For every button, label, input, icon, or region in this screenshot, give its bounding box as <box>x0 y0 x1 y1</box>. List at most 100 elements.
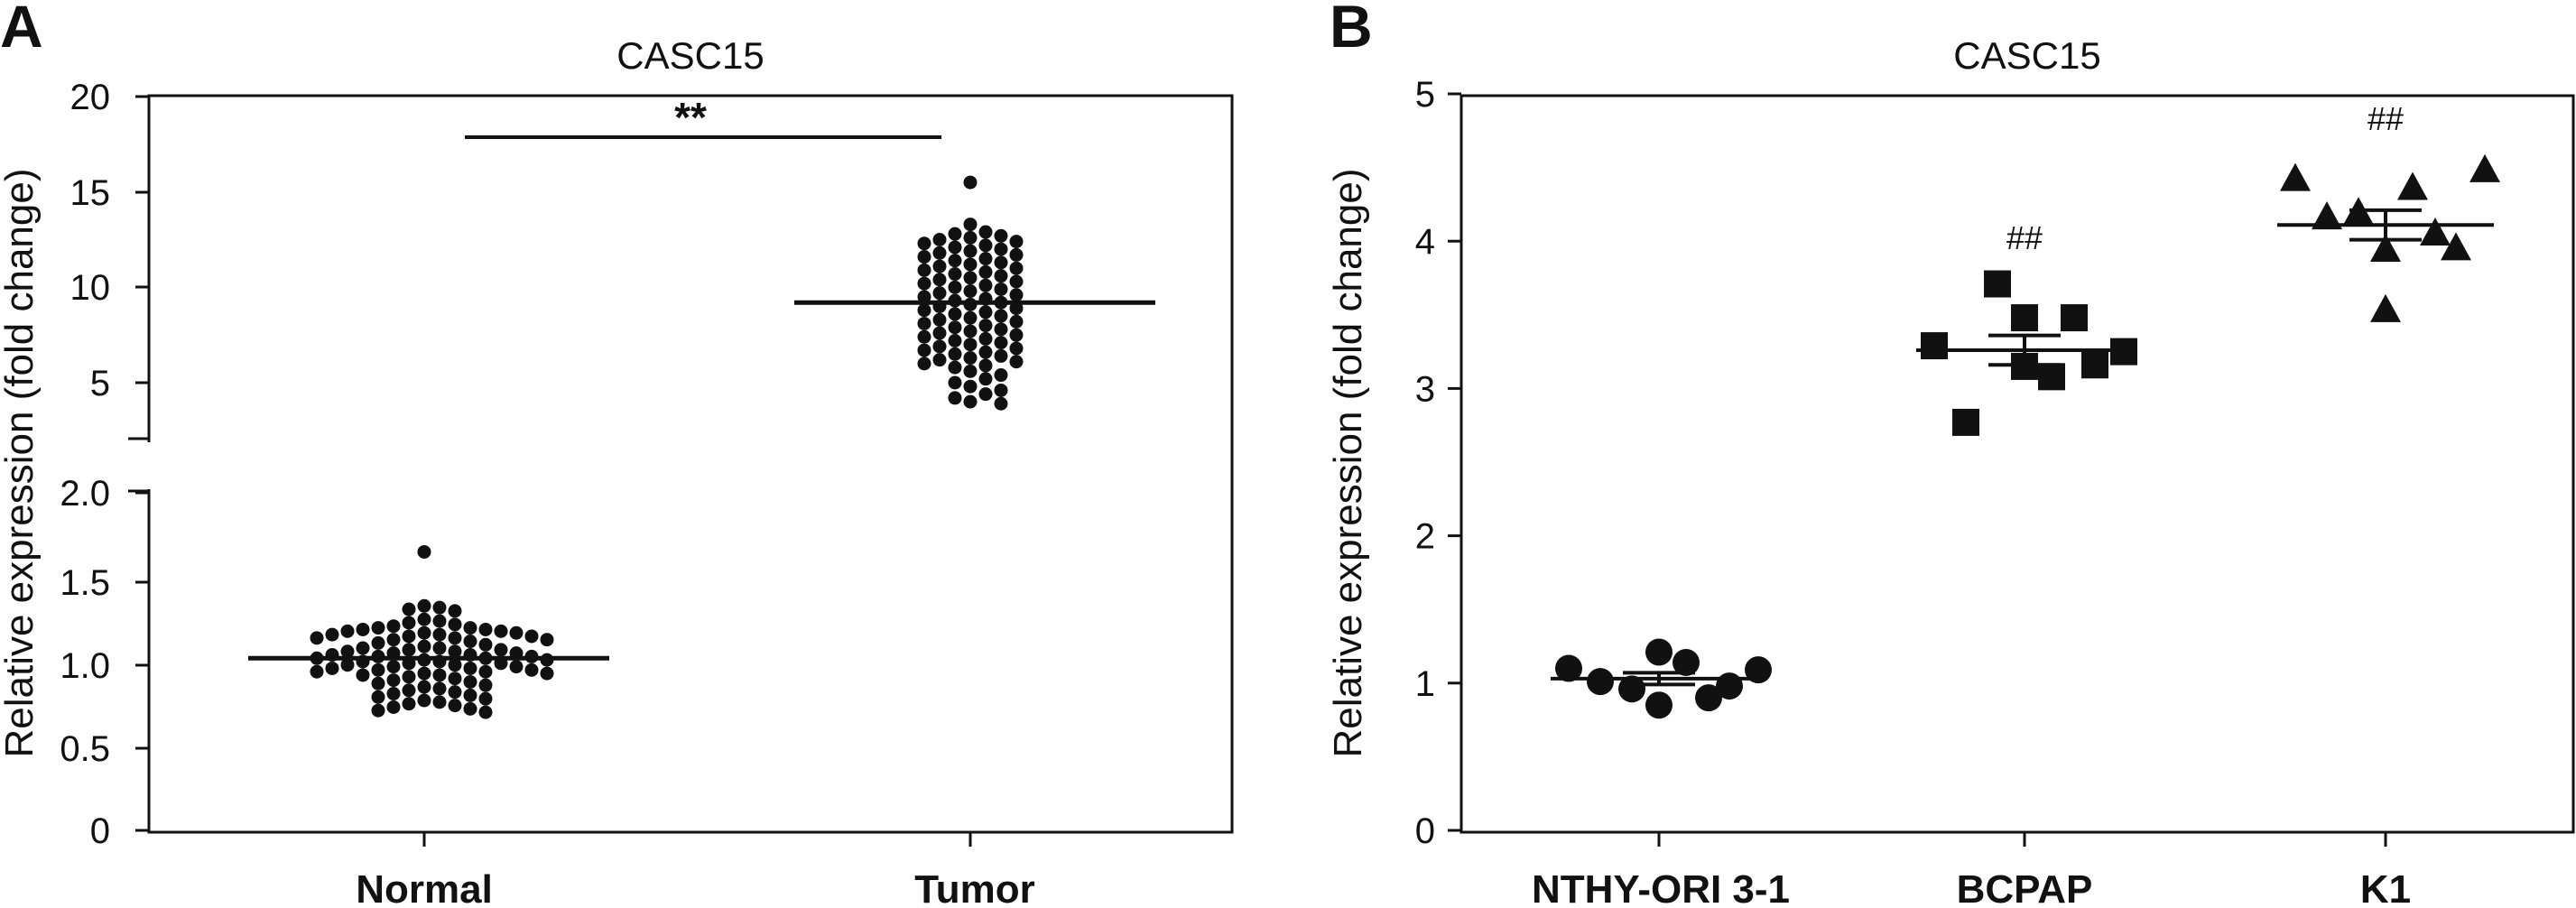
axis-break-mask-a <box>126 442 162 489</box>
data-point-normal <box>402 697 416 711</box>
data-point-normal <box>340 658 355 672</box>
data-point-bcpap <box>2061 304 2088 332</box>
data-point-tumor <box>948 334 962 348</box>
data-point-normal <box>356 668 370 682</box>
data-point-tumor <box>948 307 962 321</box>
data-points-a <box>248 175 1155 719</box>
data-point-k1 <box>2370 233 2401 262</box>
data-point-normal <box>310 664 324 679</box>
data-point-normal <box>524 662 539 677</box>
data-point-tumor <box>932 273 947 287</box>
chart-title-a: CASC15 <box>616 34 764 77</box>
data-point-tumor <box>978 278 993 292</box>
data-point-normal <box>356 622 370 636</box>
data-point-normal <box>432 641 447 655</box>
data-point-normal <box>371 676 385 690</box>
data-point-normal <box>463 635 477 649</box>
plot-frame-b <box>1459 94 2575 834</box>
data-point-nthy-ori-3-1 <box>1555 654 1582 682</box>
data-point-tumor <box>1009 341 1024 356</box>
data-point-tumor <box>963 351 978 366</box>
data-point-bcpap <box>2081 351 2108 379</box>
data-point-normal <box>417 544 431 559</box>
data-point-k1 <box>2441 232 2471 261</box>
data-point-normal <box>509 625 524 640</box>
data-point-normal <box>386 633 401 647</box>
data-point-tumor <box>917 357 931 371</box>
data-point-tumor <box>994 282 1008 296</box>
data-point-normal <box>371 662 385 677</box>
data-point-tumor <box>917 236 931 251</box>
data-point-tumor <box>963 175 978 190</box>
data-point-normal <box>417 598 431 613</box>
data-point-normal <box>448 699 462 713</box>
data-point-tumor <box>932 259 947 273</box>
data-point-k1 <box>2280 162 2311 191</box>
y-tick-label: 0 <box>90 811 110 851</box>
data-point-normal <box>463 674 477 689</box>
y-tick-label: 0.5 <box>60 729 110 769</box>
data-point-tumor <box>963 310 978 325</box>
data-point-normal <box>417 639 431 653</box>
data-point-normal <box>448 658 462 672</box>
data-point-nthy-ori-3-1 <box>1745 656 1772 684</box>
y-tick-label: 3 <box>1415 369 1435 409</box>
data-point-tumor <box>1009 247 1024 262</box>
data-point-normal <box>463 661 477 675</box>
data-point-normal <box>448 617 462 632</box>
data-point-normal <box>402 602 416 616</box>
panel-a: A CASC15 0 0.5 1.0 1.5 2.0 5 10 15 <box>0 0 1234 908</box>
data-point-tumor <box>917 263 931 277</box>
data-points-b <box>1551 153 2500 719</box>
data-point-nthy-ori-3-1 <box>1695 684 1722 712</box>
data-point-bcpap <box>1984 270 2011 298</box>
data-point-normal <box>386 619 401 634</box>
data-point-normal <box>402 670 416 684</box>
data-point-bcpap <box>2038 363 2065 391</box>
data-point-tumor <box>932 326 947 340</box>
data-point-normal <box>371 690 385 704</box>
data-point-normal <box>463 688 477 702</box>
y-tick-label: 1.5 <box>60 563 110 603</box>
data-point-normal <box>448 644 462 659</box>
data-point-normal <box>402 683 416 698</box>
data-point-normal <box>448 631 462 645</box>
data-point-normal <box>478 664 493 679</box>
data-point-tumor <box>932 233 947 246</box>
data-point-tumor <box>948 240 962 255</box>
y-tick-label: 0 <box>1415 811 1435 851</box>
data-point-normal <box>432 668 447 682</box>
data-point-nthy-ori-3-1 <box>1673 648 1700 676</box>
data-point-tumor <box>963 230 978 245</box>
data-point-tumor <box>978 358 993 373</box>
data-point-tumor <box>948 347 962 361</box>
data-point-k1 <box>2397 171 2428 200</box>
data-point-normal <box>371 621 385 635</box>
data-point-tumor <box>948 254 962 268</box>
data-point-normal <box>402 643 416 657</box>
data-point-tumor <box>1009 261 1024 275</box>
y-tick-label: 1.0 <box>60 646 110 686</box>
data-point-k1 <box>2312 201 2342 230</box>
data-point-normal <box>356 641 370 655</box>
data-point-tumor <box>948 320 962 335</box>
y-tick-label: 15 <box>70 173 111 213</box>
data-point-normal <box>402 616 416 630</box>
panel-letter-a: A <box>0 0 43 60</box>
data-point-normal <box>386 700 401 714</box>
data-point-tumor <box>994 269 1008 283</box>
data-point-tumor <box>1009 288 1024 302</box>
data-point-normal <box>371 635 385 650</box>
data-point-normal <box>340 624 355 638</box>
y-tick-label: 4 <box>1415 222 1435 262</box>
data-point-tumor <box>948 360 962 375</box>
data-point-tumor <box>917 290 931 304</box>
data-point-normal <box>494 643 508 657</box>
data-point-tumor <box>978 264 993 279</box>
data-point-normal <box>478 705 493 719</box>
x-category-label-bcpap: BCPAP <box>1957 867 2093 908</box>
x-category-label-nthy: NTHY-ORI 3-1 <box>1532 867 1790 908</box>
data-point-tumor <box>932 246 947 260</box>
y-tick-label: 2 <box>1415 517 1435 557</box>
chart-title-b: CASC15 <box>1953 34 2100 77</box>
